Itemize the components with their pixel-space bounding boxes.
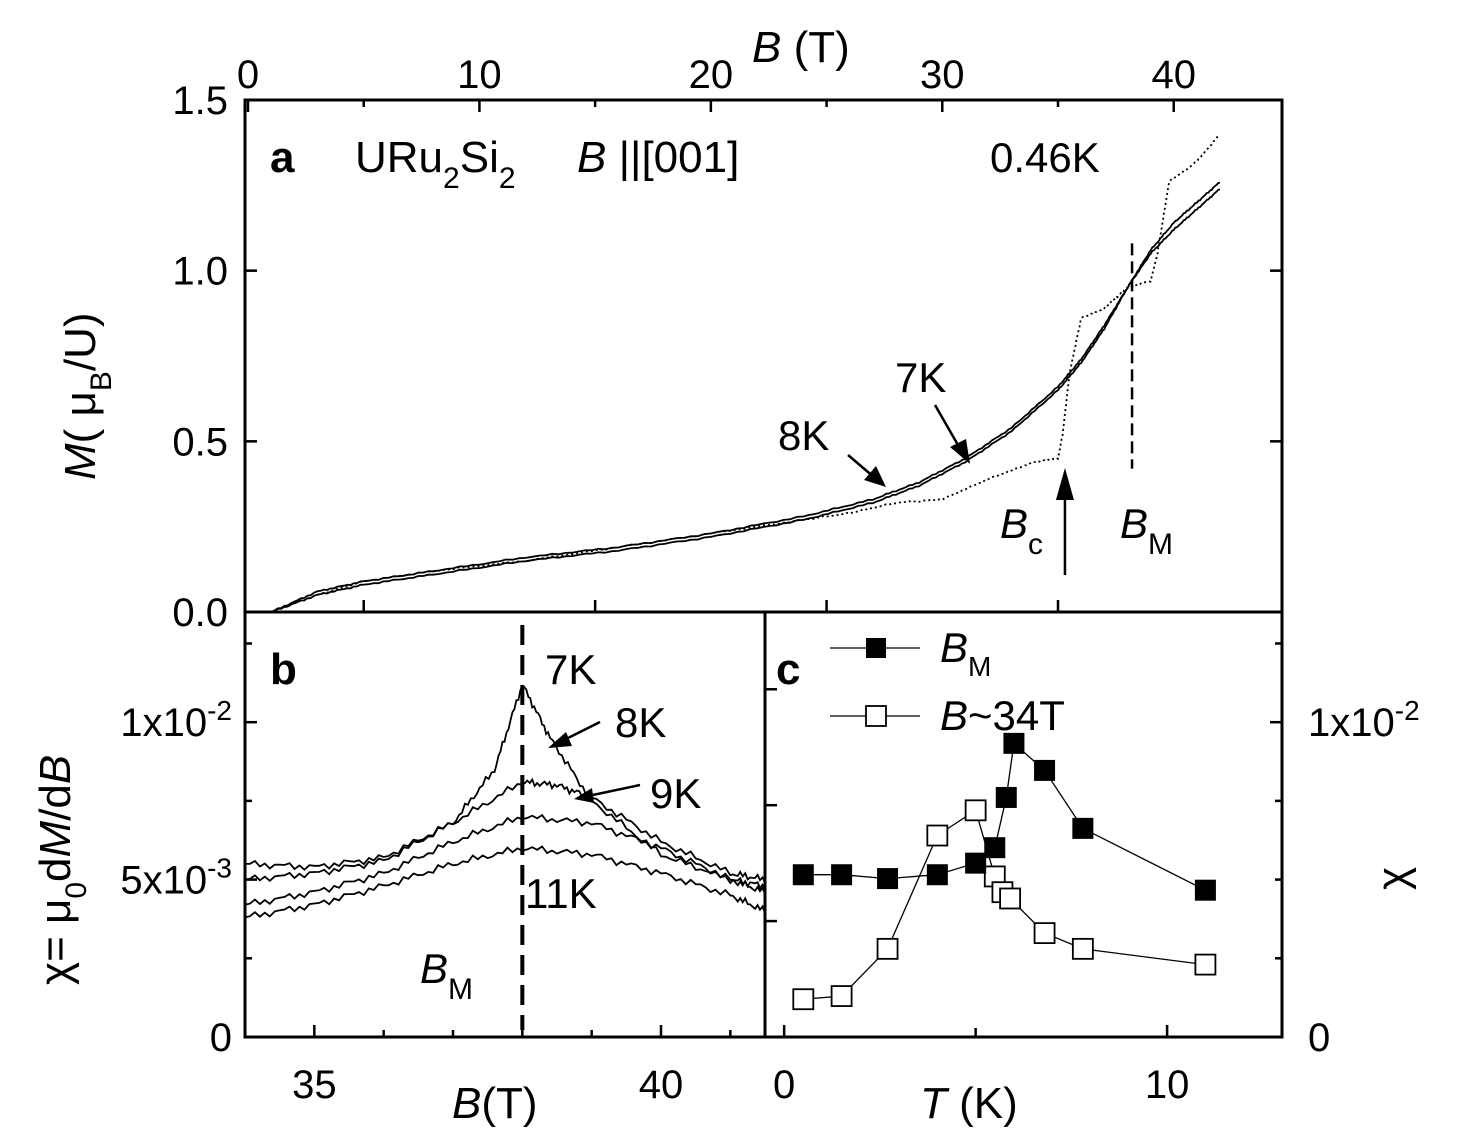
panel-b-frame (243, 610, 767, 1039)
y-tick-label: 1.0 (172, 250, 228, 294)
curve-8K (270, 188, 1221, 613)
9K-arrow-head-b (574, 788, 594, 803)
curve-0.46K (270, 133, 1221, 613)
y-tick-label: 0.5 (172, 420, 228, 464)
label-BM-b: BM (420, 945, 473, 1006)
marker-BM (1072, 817, 1094, 839)
7K-arrow-head (950, 439, 970, 464)
y-tick-label: 0 (210, 1016, 232, 1060)
x-tick-label: 40 (639, 1063, 684, 1107)
label-8K-b: 8K (615, 699, 666, 746)
legend-marker-B34T (865, 705, 887, 727)
marker-BM (792, 864, 814, 886)
label-8K-a: 8K (778, 412, 829, 459)
marker-BM (995, 786, 1017, 808)
y-tick-label: 1x10-2 (120, 695, 232, 745)
marker-BM (965, 852, 987, 874)
panel-c: 0 10 0 1x10-2 c T (K) χ BM B~34T (763, 610, 1420, 1128)
panel-a: 0 10 20 30 40 0.0 0.5 1.0 1.5 a URu2Si2 B ||[001… (56, 23, 1284, 635)
marker-BM (926, 864, 948, 886)
9K-arrow-shaft-b (587, 783, 641, 798)
marker-BM (831, 864, 853, 886)
legend-marker-BM (866, 638, 886, 658)
x-tick-label: 35 (292, 1063, 337, 1107)
panel-c-letter: c (776, 645, 800, 694)
right-y-tick-label: 1x10-2 (1308, 695, 1420, 745)
y-tick-label: 0.0 (172, 591, 228, 635)
field-direction-label: B ||[001] (577, 133, 739, 182)
marker-B34T (926, 824, 949, 847)
panel-b: 35 40 0 5x10-3 1x10-2 b B(T) χ= μ0dM/dB 7K 8… (31, 610, 767, 1128)
label-Bc: Bc (1000, 500, 1043, 561)
top-axis-title: B (T) (752, 23, 850, 72)
panel-b-y-axis-title: χ= μ0dM/dB (31, 755, 93, 985)
marker-B34T (830, 985, 853, 1007)
x-tick-label: 10 (1145, 1063, 1190, 1107)
legend-label-B34T: B~34T (940, 692, 1065, 739)
panel-b-letter: b (270, 645, 297, 694)
label-7K-b: 7K (545, 646, 596, 693)
marker-B34T (1033, 922, 1056, 945)
panel-c-x-axis-title: T (K) (920, 1079, 1018, 1128)
top-x-tick-label: 40 (1151, 53, 1196, 97)
marker-BM (1003, 732, 1025, 754)
top-x-tick-label: 20 (689, 53, 734, 97)
label-0.46K: 0.46K (990, 134, 1100, 181)
panel-b-x-axis-title: B(T) (452, 1079, 538, 1128)
legend-label-BM: BM (940, 624, 991, 682)
curve-8K (244, 777, 766, 884)
label-7K-a: 7K (895, 354, 946, 401)
top-x-tick-label: 0 (237, 53, 259, 97)
Bc-arrow-head (1055, 468, 1074, 500)
curve-11K (244, 845, 766, 919)
marker-B34T (876, 937, 899, 960)
panel-c-frame (763, 610, 1284, 1039)
marker-BM (984, 837, 1006, 859)
label-11K-b: 11K (525, 870, 597, 917)
top-x-tick-label: 30 (920, 53, 965, 97)
panel-c-right-axis-title: χ (1368, 867, 1417, 890)
top-x-tick-label: 10 (457, 53, 502, 97)
y-tick-label: 1.5 (172, 79, 228, 123)
panel-a-letter: a (270, 133, 295, 182)
8K-arrow-head (864, 466, 886, 487)
marker-BM (1034, 759, 1056, 781)
marker-BM (877, 868, 899, 890)
marker-B34T (964, 799, 987, 822)
marker-B34T (792, 988, 815, 1011)
marker-B34T (1071, 937, 1094, 960)
8K-arrow-head-b (548, 732, 572, 748)
compound-label: URu2Si2 (355, 133, 516, 195)
right-y-tick-label: 0 (1308, 1016, 1330, 1060)
curve-9K (244, 813, 766, 906)
label-BM-a: BM (1120, 500, 1173, 561)
panel-c-legend: BM B~34T (830, 624, 1065, 739)
marker-B34T (999, 887, 1021, 910)
x-tick-label: 0 (773, 1063, 795, 1107)
marker-B34T (1194, 953, 1217, 976)
marker-BM (1194, 879, 1216, 901)
y-tick-label: 5x10-3 (120, 853, 232, 903)
panel-a-y-axis-title: M( μB/U) (56, 312, 118, 480)
label-9K-b: 9K (650, 770, 701, 817)
curve-7K (270, 181, 1221, 613)
